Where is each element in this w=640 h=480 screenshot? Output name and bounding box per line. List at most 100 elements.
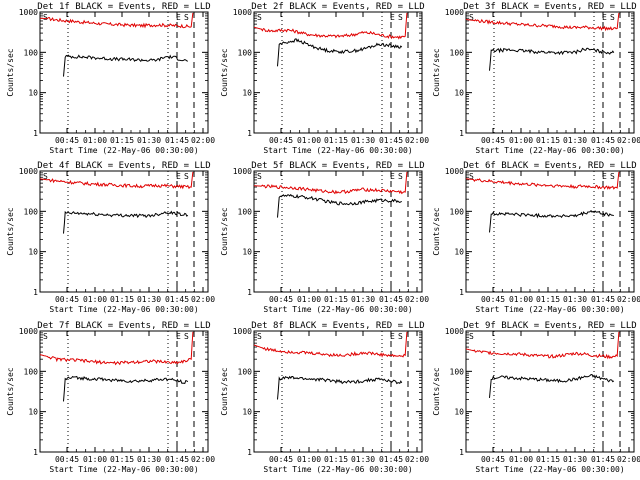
events-data-point [115,215,116,216]
x-tick-label: 01:00 [509,136,533,145]
events-data-point [549,380,550,381]
events-data-point [346,51,347,52]
lld-data-point [48,356,49,357]
y-tick-label: 10 [454,248,464,257]
events-data-point [558,215,559,216]
event-marker-label: S [43,13,48,22]
events-data-point [346,382,347,383]
lld-data-point [566,354,567,355]
events-data-point [516,214,517,215]
x-tick-label: 00:45 [269,455,293,464]
lld-data-point [90,183,91,184]
lld-data-point [187,26,188,27]
events-data-point [98,214,99,215]
lld-data-point [613,187,614,188]
events-data-point [371,46,372,47]
lld-data-point [65,20,66,21]
events-data-point [304,42,305,43]
lld-data-point [157,361,158,362]
events-data-point [149,60,150,61]
x-tick-label: 01:15 [324,295,348,304]
events-data-point [363,380,364,381]
event-marker-label: S [469,332,474,341]
lld-data-point [140,186,141,187]
lld-data-point [192,12,193,13]
lld-data-point [465,348,466,349]
lld-data-point [558,185,559,186]
events-data-point [337,381,338,382]
events-data-point [123,380,124,381]
events-data-point [507,49,508,50]
events-data-point [295,40,296,41]
events-data-point [73,377,74,378]
y-tick-label: 10 [28,248,38,257]
events-data-point [491,50,492,51]
y-tick-label: 100 [450,207,465,216]
events-data-point [182,59,183,60]
lld-data-point [329,191,330,192]
lld-data-point [566,27,567,28]
lld-data-point [507,23,508,24]
lld-data-point [388,355,389,356]
events-data-point [140,59,141,60]
lld-data-point [191,359,192,360]
events-data-point [613,52,614,53]
events-data-point [279,378,280,379]
lld-data-point [591,355,592,356]
chart-title: Det 9f BLACK = Events, RED = LLD [463,321,636,331]
events-series-line [63,54,189,77]
lld-data-point [617,355,618,356]
events-data-point [115,58,116,59]
events-data-point [115,380,116,381]
lld-data-point [191,26,192,27]
y-tick-label: 10 [242,408,252,417]
events-data-point [174,213,175,214]
lld-data-point [337,191,338,192]
y-axis-label: Counts/sec [6,367,15,415]
lld-data-point [123,362,124,363]
events-data-point [371,200,372,201]
y-tick-label: 1000 [445,327,464,336]
y-tick-label: 1 [33,288,38,297]
events-data-point [107,58,108,59]
x-axis-label: Start Time (22-May-06 00:30:00) [49,305,198,314]
y-axis-label: Counts/sec [220,367,229,415]
x-tick-label: 02:00 [617,295,640,304]
panel-7: Det 7f BLACK = Events, RED = LLD 1 10 100 10… [6,321,215,474]
y-axis-label: Counts/sec [432,207,441,255]
events-data-point [295,377,296,378]
y-tick-label: 10 [242,89,252,98]
lld-data-point [107,362,108,363]
events-data-point [533,215,534,216]
lld-data-point [287,29,288,30]
events-data-point [63,233,64,234]
y-tick-label: 10 [28,408,38,417]
lld-data-point [405,36,406,37]
lld-data-point [549,25,550,26]
lld-data-point [132,185,133,186]
events-data-point [524,378,525,379]
x-tick-label: 01:15 [536,295,560,304]
lld-data-point [182,25,183,26]
events-data-point [279,44,280,45]
lld-data-point [182,361,183,362]
lld-data-point [396,36,397,37]
lld-data-point [39,354,40,355]
events-data-point [491,377,492,378]
event-marker-label: S [610,332,615,341]
events-data-point [304,197,305,198]
y-axis-label: Counts/sec [432,48,441,96]
plot-frame [39,11,209,134]
lld-data-point [81,183,82,184]
event-marker-label: S [184,13,189,22]
chart-title: Det 6f BLACK = Events, RED = LLD [463,161,636,171]
events-data-point [321,199,322,200]
events-data-point [329,201,330,202]
events-data-point [549,215,550,216]
events-data-point [312,46,313,47]
lld-data-point [524,184,525,185]
lld-data-point [107,184,108,185]
panel-1: Det 1f BLACK = Events, RED = LLD 1 10 100 10… [6,2,215,155]
chart-title: Det 5f BLACK = Events, RED = LLD [251,161,424,171]
panel-3: Det 3f BLACK = Events, RED = LLD 1 10 100 10… [432,2,640,155]
